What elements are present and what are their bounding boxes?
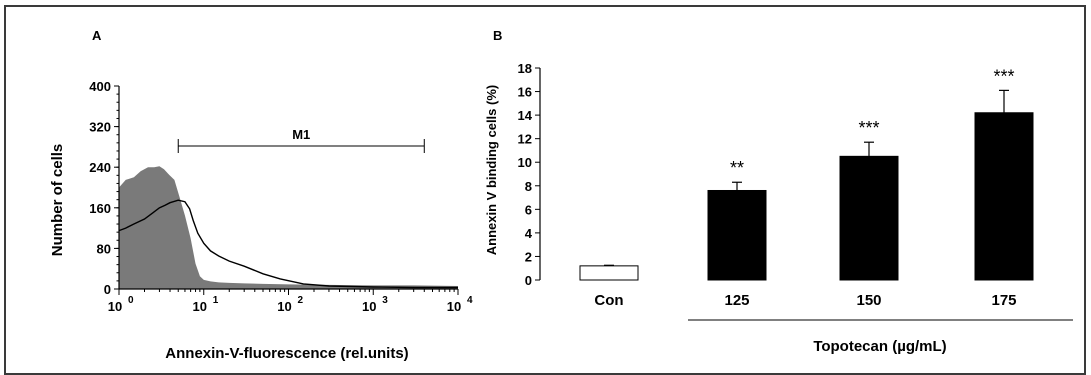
category-label: 150	[856, 292, 881, 309]
significance-marker: **	[730, 158, 744, 178]
category-label: 175	[991, 292, 1016, 309]
bar-125	[707, 189, 767, 281]
panel-b-y-tick-label: 4	[525, 226, 533, 241]
gate-m1-label: M1	[292, 127, 310, 142]
panel-a-letter: A	[92, 28, 102, 43]
panel-b-y-tick-label: 0	[525, 273, 532, 288]
panel-a-x-tick-exponent: 0	[128, 295, 134, 306]
bar-150	[839, 155, 899, 281]
panel-b-y-tick-label: 12	[518, 132, 532, 147]
panel-a-x-tick-exponent: 2	[298, 295, 304, 306]
panel-b-plot-area: Con ** 125 *** 150 *** 175	[539, 66, 1073, 321]
histogram-treated-line	[118, 199, 458, 289]
panel-a-x-tick-exponent: 4	[467, 295, 473, 306]
panel-a-x-tick-label: 10	[108, 299, 122, 314]
panel-b-y-tick-label: 18	[518, 61, 532, 76]
significance-marker: ***	[858, 118, 879, 138]
panel-b-x-axis-label: Topotecan (µg/mL)	[813, 338, 946, 355]
panel-a-x-tick-exponent: 3	[382, 295, 388, 306]
panel-a-y-tick-label: 320	[89, 120, 111, 135]
panel-b-y-ticks: 0 2 4 6 8 10 12 14 16 18	[518, 61, 540, 288]
panel-a-x-tick-label: 10	[447, 299, 461, 314]
category-label: Con	[594, 292, 623, 309]
panel-b-y-tick-label: 2	[525, 249, 532, 264]
panel-b-letter: B	[493, 28, 502, 43]
panel-a-x-tick-label: 10	[362, 299, 376, 314]
bar-con	[579, 265, 639, 281]
panel-a-y-ticks: 0 80 160 240 320 400	[89, 79, 119, 297]
panel-a-plot-area: M1	[118, 86, 458, 290]
panel-a-y-tick-label: 160	[89, 201, 111, 216]
panel-b-y-tick-label: 14	[518, 108, 533, 123]
panel-a-x-tick-label: 10	[277, 299, 291, 314]
panel-b-y-axis-label: Annexin V binding cells (%)	[484, 85, 499, 255]
bar-175	[974, 112, 1034, 281]
panel-a-y-tick-label: 240	[89, 160, 111, 175]
panel-b-y-tick-label: 8	[525, 179, 532, 194]
panel-a-y-axis-label: Number of cells	[49, 144, 66, 257]
panel-a-histogram: A M1 0 80 160 240 320 400 10 0 10 1 10 2 10 3 10 4 Num…	[49, 28, 473, 362]
panel-b-y-tick-label: 6	[525, 202, 532, 217]
panel-a-x-ticks: 10 0 10 1 10 2 10 3 10 4	[108, 289, 473, 314]
panel-a-x-tick-label: 10	[193, 299, 207, 314]
panel-b-bar-chart: B Con ** 125 *** 150 *** 175 0 2 4 6 8 10 12 14 16 18 A…	[484, 28, 1073, 355]
histogram-control-area	[119, 166, 458, 289]
panel-a-y-tick-label: 400	[89, 79, 111, 94]
panel-b-y-tick-label: 16	[518, 85, 532, 100]
significance-marker: ***	[993, 66, 1014, 86]
category-label: 125	[724, 292, 749, 309]
panel-a-y-tick-label: 0	[104, 282, 111, 297]
panel-b-y-tick-label: 10	[518, 155, 532, 170]
panel-a-x-axis-label: Annexin-V-fluorescence (rel.units)	[165, 345, 408, 362]
figure-frame	[4, 5, 1086, 375]
panel-a-y-tick-label: 80	[97, 241, 111, 256]
panel-a-x-tick-exponent: 1	[213, 295, 219, 306]
